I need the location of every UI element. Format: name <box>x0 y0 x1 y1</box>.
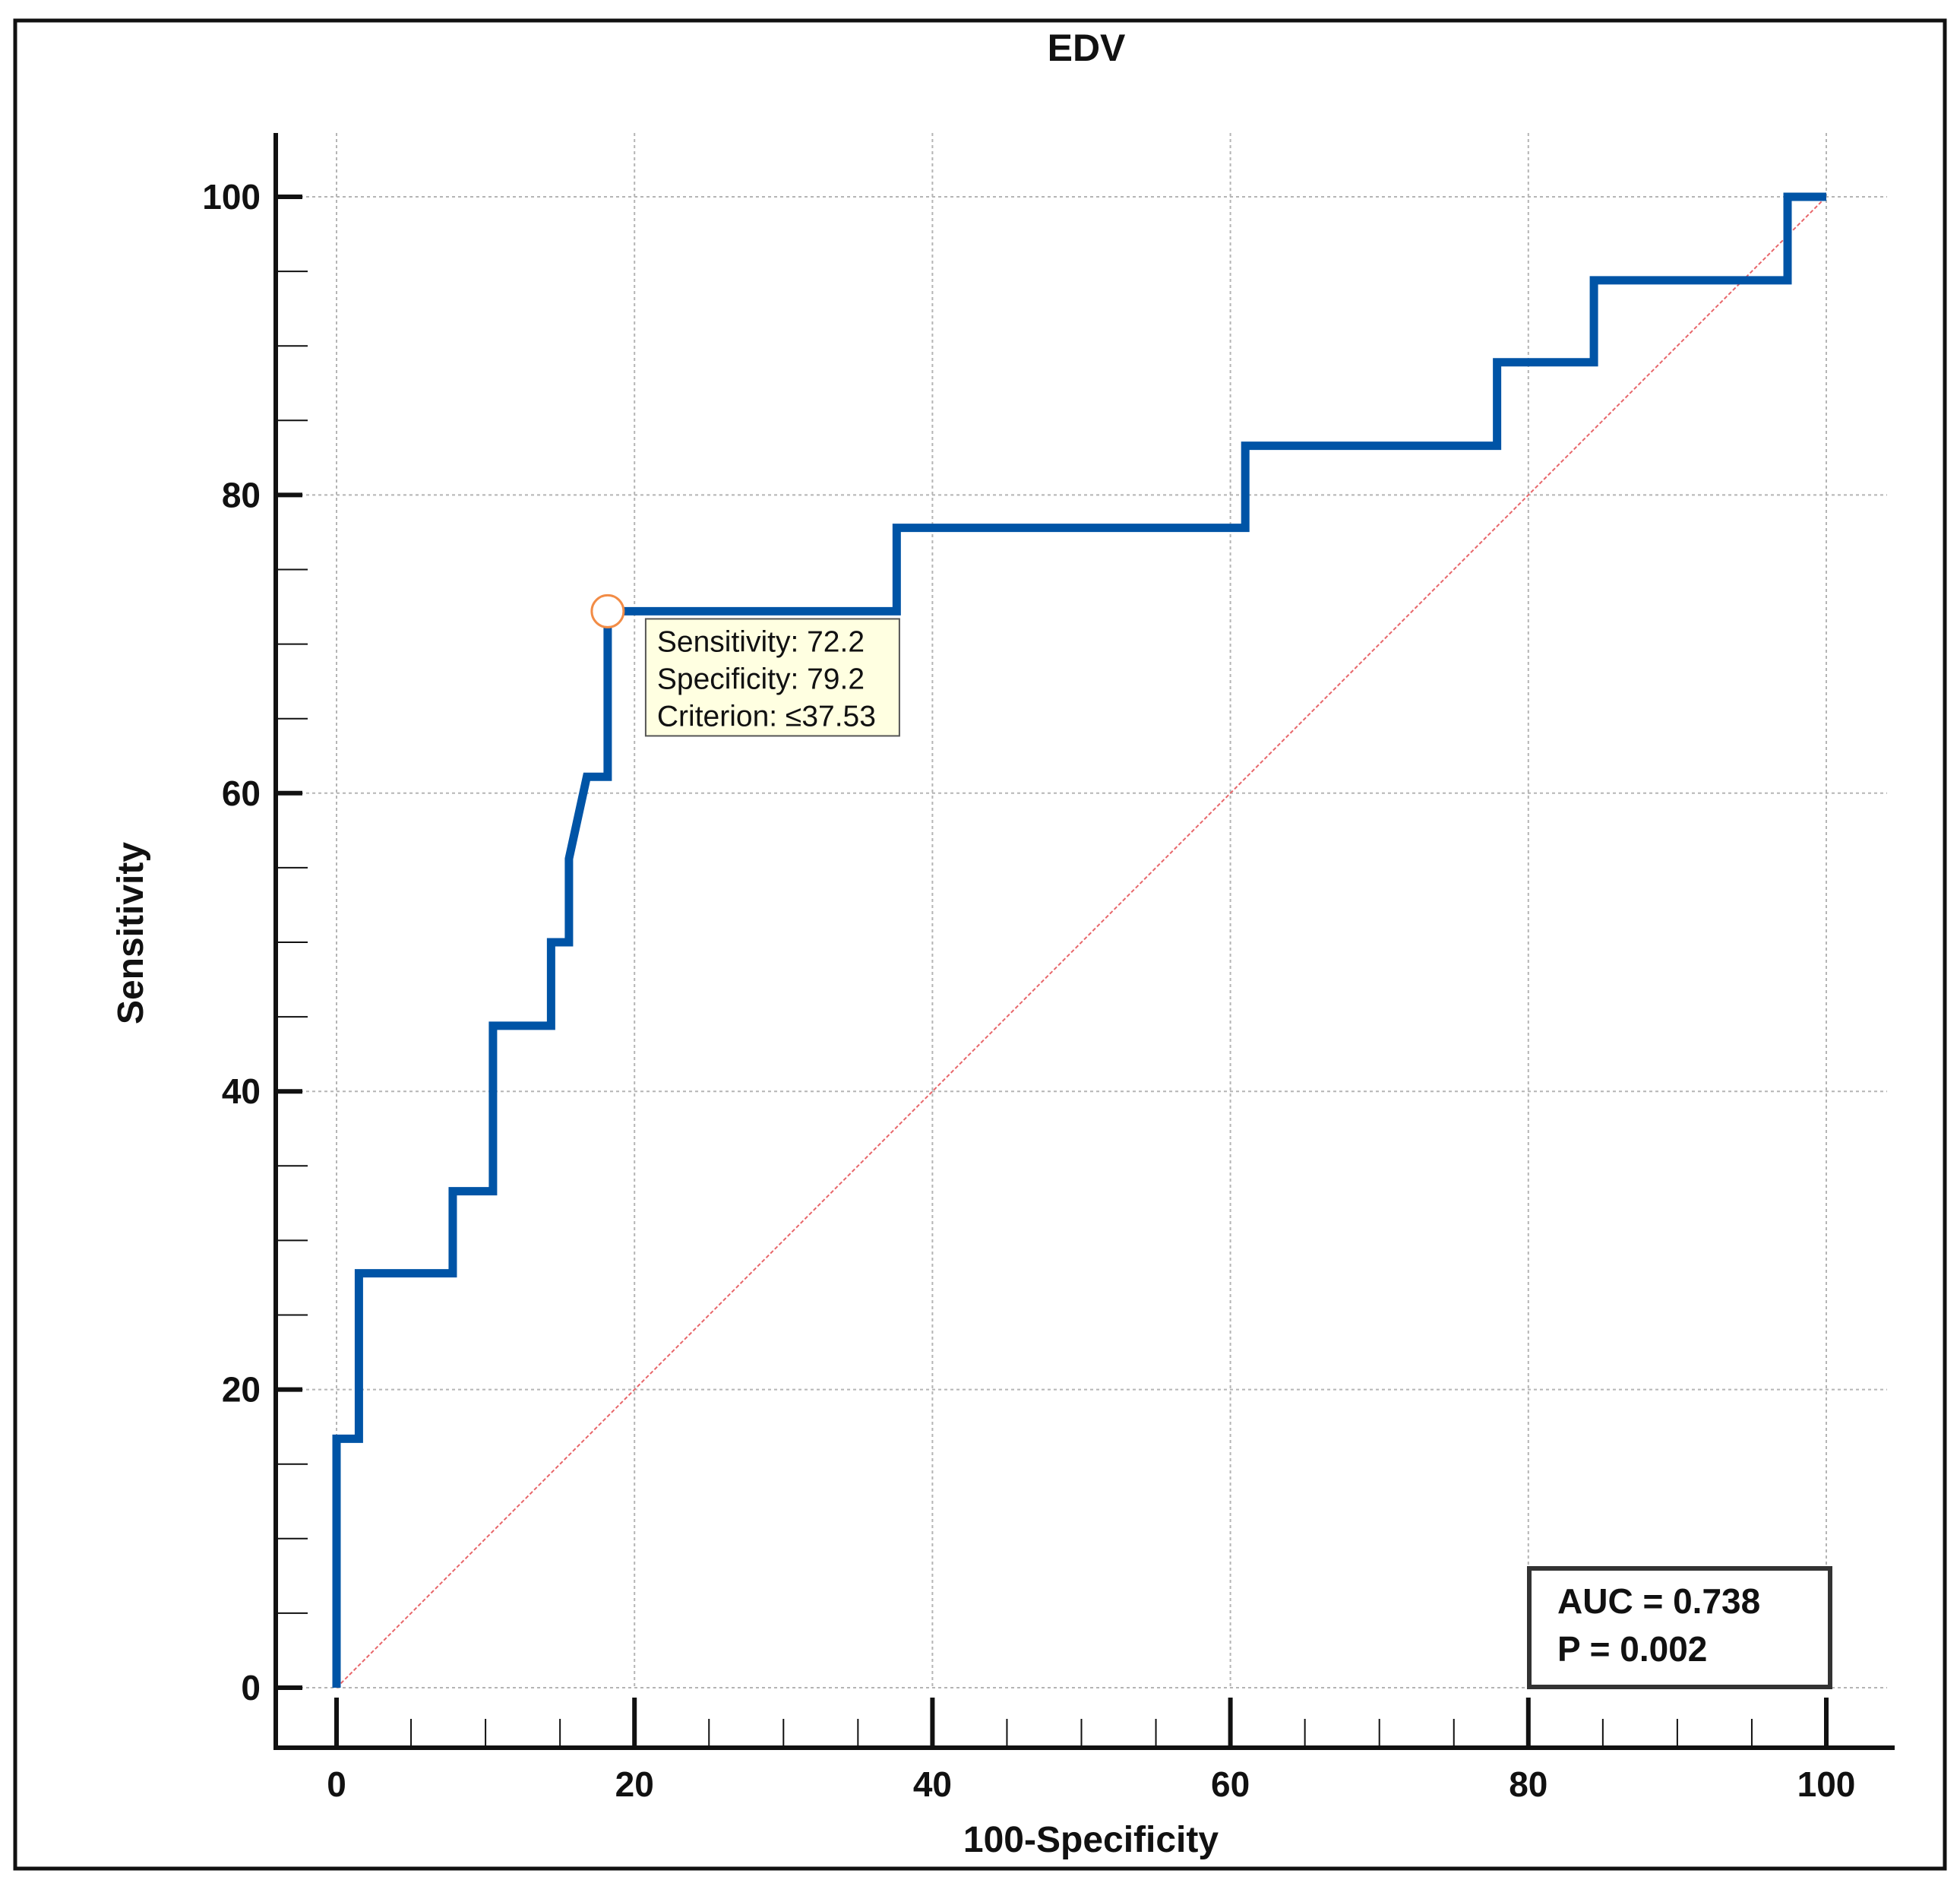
auc-value: AUC = 0.738 <box>1557 1581 1760 1621</box>
x-axis-title: 100-Specificity <box>963 1820 1219 1860</box>
y-tick-label-80: 80 <box>222 475 261 514</box>
y-tick-label-0: 0 <box>241 1668 261 1707</box>
y-axis-title: Sensitivity <box>111 842 151 1024</box>
optimal-point-marker[interactable] <box>590 593 625 628</box>
p-value: P = 0.002 <box>1557 1629 1707 1669</box>
tooltip-criterion: Criterion: ≤37.53 <box>657 700 876 733</box>
x-axis-ticks: 0 20 40 60 80 100 <box>327 1698 1855 1804</box>
roc-curve-line <box>332 192 1826 1688</box>
y-axis-ticks: 0 20 40 60 80 100 <box>202 177 308 1707</box>
x-tick-label-0: 0 <box>327 1764 346 1804</box>
x-tick-label-40: 40 <box>913 1764 952 1804</box>
reference-diagonal-line <box>336 196 1827 1688</box>
tooltip-sensitivity: Sensitivity: 72.2 <box>657 625 865 658</box>
chart-title: EDV <box>1048 27 1126 69</box>
y-tick-label-20: 20 <box>222 1370 261 1410</box>
optimal-point-tooltip: Sensitivity: 72.2 Specificity: 79.2 Crit… <box>644 618 900 737</box>
y-tick-label-40: 40 <box>222 1071 261 1111</box>
x-tick-label-20: 20 <box>615 1764 654 1804</box>
x-tick-label-100: 100 <box>1797 1764 1856 1804</box>
grid-lines <box>276 133 1887 1688</box>
tooltip-specificity: Specificity: 79.2 <box>657 663 865 695</box>
x-tick-label-60: 60 <box>1211 1764 1250 1804</box>
y-tick-label-60: 60 <box>222 774 261 813</box>
auc-annotation-box: AUC = 0.738 P = 0.002 <box>1527 1566 1832 1689</box>
x-tick-label-80: 80 <box>1509 1764 1547 1804</box>
y-tick-label-100: 100 <box>202 177 261 217</box>
tooltip-box <box>644 618 900 737</box>
